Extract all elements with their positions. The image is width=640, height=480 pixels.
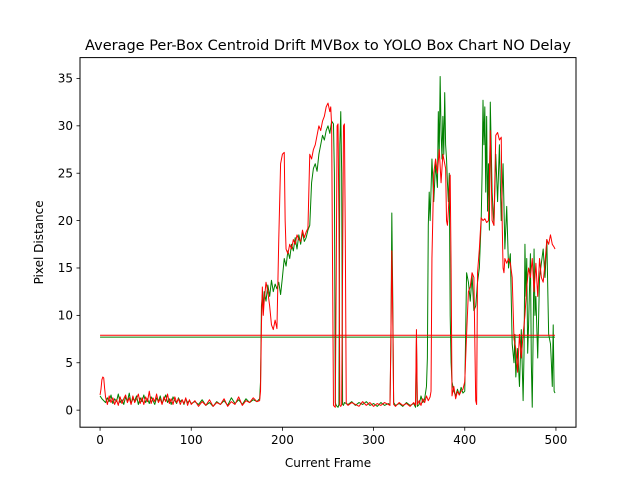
- y-tick-label: 0: [65, 403, 73, 417]
- x-tick-label: 100: [180, 433, 203, 447]
- y-axis: 0 5 10 15 20 25 30 35: [58, 72, 80, 417]
- y-tick-label: 20: [58, 214, 73, 228]
- x-tick-label: 200: [271, 433, 294, 447]
- x-tick-label: 300: [362, 433, 385, 447]
- series-layer: [99, 76, 556, 408]
- y-tick-label: 15: [58, 261, 73, 275]
- x-tick-label: 0: [96, 433, 104, 447]
- series-line-1: [99, 76, 556, 408]
- y-axis-label: Pixel Distance: [32, 200, 46, 284]
- chart-title: Average Per-Box Centroid Drift MVBox to …: [85, 38, 571, 54]
- x-axis-label: Current Frame: [285, 456, 371, 470]
- x-tick-label: 400: [453, 433, 476, 447]
- series-line-2: [99, 102, 556, 408]
- y-tick-label: 10: [58, 309, 73, 323]
- plot-frame: [79, 57, 577, 428]
- y-tick-label: 30: [58, 119, 73, 133]
- y-tick-label: 5: [65, 356, 73, 370]
- x-tick-label: 500: [544, 433, 567, 447]
- y-tick-label: 35: [58, 72, 73, 86]
- x-axis: 0 100 200 300 400 500: [96, 427, 567, 447]
- y-tick-label: 25: [58, 166, 73, 180]
